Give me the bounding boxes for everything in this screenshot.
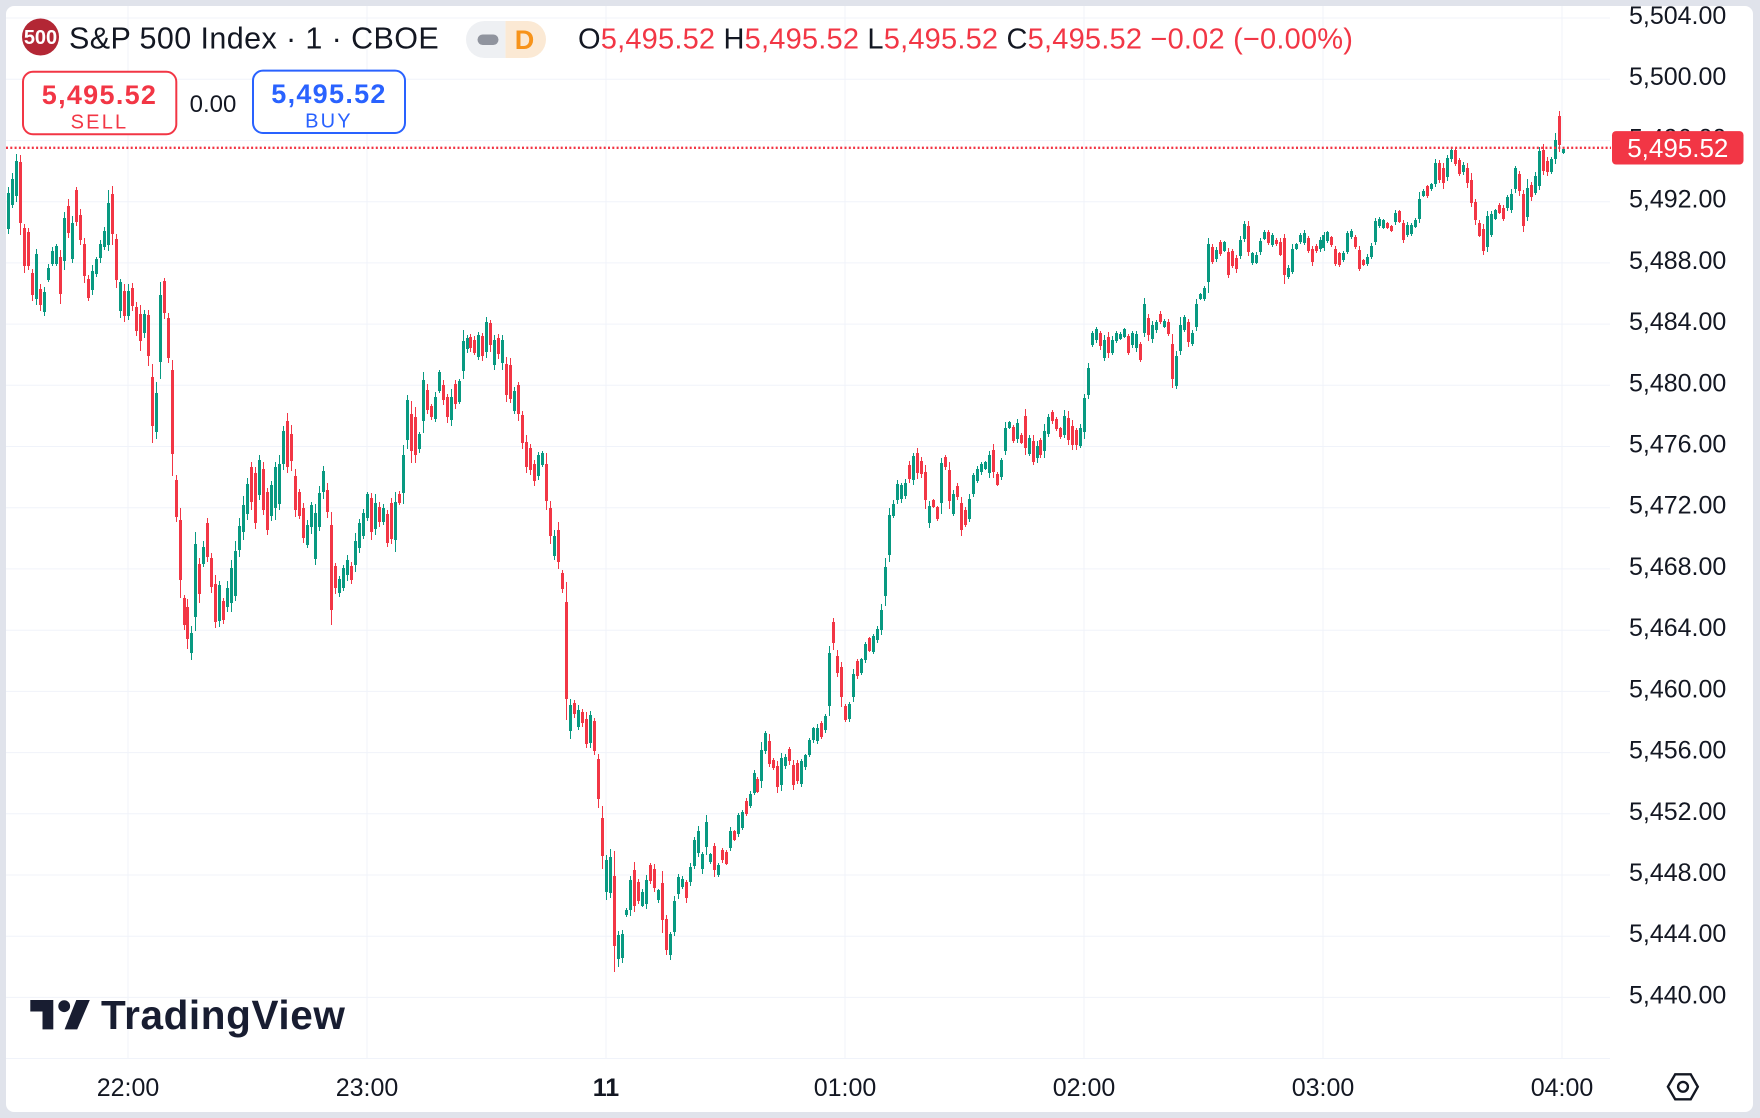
svg-text:01:00: 01:00 — [814, 1074, 877, 1102]
svg-text:5,504.00: 5,504.00 — [1629, 2, 1726, 30]
svg-text:5,495.52: 5,495.52 — [42, 80, 158, 110]
svg-text:5,444.00: 5,444.00 — [1629, 920, 1726, 948]
svg-text:500: 500 — [24, 27, 57, 49]
svg-text:5,500.00: 5,500.00 — [1629, 63, 1726, 91]
svg-text:5,484.00: 5,484.00 — [1629, 308, 1726, 336]
svg-text:0.00: 0.00 — [190, 91, 237, 118]
svg-text:5,452.00: 5,452.00 — [1629, 798, 1726, 826]
svg-text:O5,495.52 H5,495.52 L5,495.52: O5,495.52 H5,495.52 L5,495.52 C5,495.52 … — [578, 24, 1353, 56]
svg-text:5,476.00: 5,476.00 — [1629, 431, 1726, 459]
svg-text:5,492.00: 5,492.00 — [1629, 186, 1726, 214]
svg-text:5,464.00: 5,464.00 — [1629, 614, 1726, 642]
svg-text:5,460.00: 5,460.00 — [1629, 675, 1726, 703]
svg-text:11: 11 — [593, 1074, 620, 1102]
svg-text:5,456.00: 5,456.00 — [1629, 737, 1726, 765]
svg-text:5,472.00: 5,472.00 — [1629, 492, 1726, 520]
svg-text:BUY: BUY — [305, 111, 353, 133]
svg-text:SELL: SELL — [71, 112, 129, 134]
svg-text:22:00: 22:00 — [97, 1074, 160, 1102]
svg-text:04:00: 04:00 — [1531, 1074, 1594, 1102]
svg-text:S&P 500 Index · 1 · CBOE: S&P 500 Index · 1 · CBOE — [69, 22, 439, 56]
svg-text:03:00: 03:00 — [1292, 1074, 1355, 1102]
svg-text:TradingView: TradingView — [101, 992, 345, 1038]
svg-text:23:00: 23:00 — [336, 1074, 399, 1102]
svg-text:5,480.00: 5,480.00 — [1629, 369, 1726, 397]
svg-text:5,495.52: 5,495.52 — [271, 79, 387, 109]
svg-text:02:00: 02:00 — [1053, 1074, 1116, 1102]
svg-text:5,488.00: 5,488.00 — [1629, 247, 1726, 275]
svg-text:5,495.52: 5,495.52 — [1627, 133, 1728, 163]
svg-text:5,440.00: 5,440.00 — [1629, 981, 1726, 1009]
svg-text:D: D — [515, 25, 535, 55]
svg-text:5,468.00: 5,468.00 — [1629, 553, 1726, 581]
svg-text:5,448.00: 5,448.00 — [1629, 859, 1726, 887]
